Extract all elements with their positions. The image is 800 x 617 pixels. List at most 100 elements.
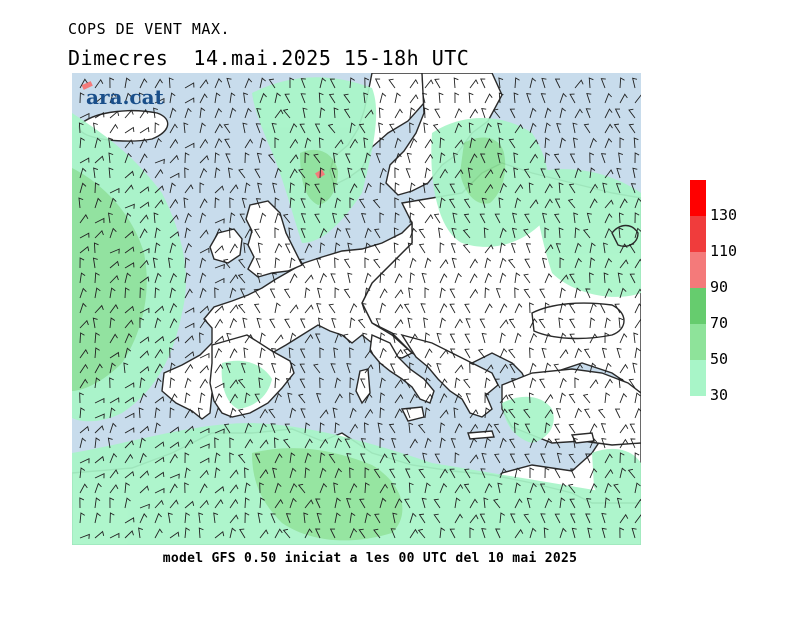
wind-barb <box>394 378 404 389</box>
wind-barb <box>554 168 561 179</box>
wind-barb <box>357 318 366 329</box>
wind-barb <box>154 335 165 344</box>
wind-barb <box>514 303 523 314</box>
wind-barb <box>274 137 280 149</box>
wind-barb <box>289 168 298 179</box>
wind-barb <box>544 244 554 254</box>
wind-barb <box>619 333 628 344</box>
wind-barb <box>94 473 105 479</box>
wind-barb <box>418 228 426 239</box>
wind-barb <box>604 213 613 224</box>
wind-barb <box>583 123 591 134</box>
wind-barb <box>364 512 371 524</box>
wind-barb <box>124 126 135 134</box>
wind-barb <box>589 302 597 314</box>
wind-barb <box>408 287 414 299</box>
wind-barb <box>184 288 193 299</box>
wind-barb <box>259 529 269 539</box>
wind-barb <box>514 482 521 494</box>
wind-barb <box>582 228 591 239</box>
wind-barb <box>109 227 117 239</box>
wind-barb <box>139 153 148 164</box>
wind-barb <box>319 409 329 419</box>
wind-barb <box>268 408 276 419</box>
wind-barb <box>498 92 504 104</box>
logo-text: ara.cat <box>86 85 165 109</box>
wind-barb <box>199 272 207 284</box>
wind-barb <box>244 182 251 194</box>
wind-barb <box>284 93 291 104</box>
wind-barb <box>92 257 98 269</box>
wind-barb <box>107 437 113 449</box>
wind-barb <box>304 438 313 449</box>
wind-barb <box>289 122 298 134</box>
wind-barb <box>569 468 576 479</box>
wind-barb <box>439 393 448 404</box>
wind-barb <box>463 378 471 389</box>
wind-barb <box>418 243 426 254</box>
wind-barb <box>139 259 149 269</box>
wind-barb <box>343 258 351 269</box>
wind-barb <box>347 272 353 284</box>
wind-barb <box>238 258 246 269</box>
wind-barb <box>568 393 576 404</box>
wind-barb <box>424 213 434 224</box>
wind-barb <box>214 228 223 239</box>
wind-barb <box>449 333 456 344</box>
wind-barb <box>184 322 195 329</box>
wind-barb <box>629 423 636 434</box>
wind-barb <box>484 407 491 419</box>
wind-barb <box>364 272 372 284</box>
wind-barb <box>499 363 509 374</box>
wind-barb <box>315 498 321 509</box>
wind-barb <box>316 393 322 404</box>
wind-barb <box>554 513 561 524</box>
wind-barb <box>223 123 231 134</box>
wind-barb <box>284 243 291 254</box>
wind-barb <box>184 242 192 254</box>
wind-barb <box>493 423 501 434</box>
wind-barb <box>244 228 253 239</box>
wind-barb <box>559 287 566 299</box>
wind-barb <box>454 318 463 329</box>
wind-barb <box>199 483 208 494</box>
wind-barb <box>274 498 284 509</box>
wind-barb <box>139 317 145 329</box>
wind-barb <box>154 363 163 374</box>
wind-barb <box>199 457 210 464</box>
wind-barb <box>600 153 607 164</box>
wind-barb <box>469 498 478 509</box>
wind-barb <box>589 198 598 209</box>
wind-barb <box>138 92 144 104</box>
wind-barb <box>169 107 177 119</box>
wind-barb <box>614 303 621 314</box>
wind-barb <box>604 468 614 479</box>
wind-barb <box>379 497 387 509</box>
wind-barb <box>469 437 478 449</box>
wind-barb <box>199 93 208 104</box>
wind-barb <box>634 94 641 104</box>
wind-barb <box>349 317 356 329</box>
wind-barb <box>214 393 223 404</box>
wind-barb <box>514 123 524 134</box>
wind-barb <box>633 332 639 344</box>
wind-barb <box>484 364 494 374</box>
wind-barb <box>259 92 267 104</box>
wind-barb <box>94 347 100 359</box>
wind-barb <box>124 497 131 509</box>
wind-barb <box>199 364 209 374</box>
wind-barb <box>139 485 150 494</box>
wind-barb <box>94 112 105 119</box>
wind-barb <box>525 243 531 254</box>
wind-barb <box>589 362 597 374</box>
wind-barb <box>319 438 329 449</box>
wind-barb <box>319 272 327 284</box>
wind-barb <box>214 530 225 539</box>
wind-barb <box>94 197 102 209</box>
wind-barb <box>124 92 132 104</box>
wind-barb <box>439 197 446 209</box>
wind-barb <box>94 272 100 284</box>
wind-barb <box>394 92 401 104</box>
wind-barb <box>619 363 629 374</box>
wind-barb <box>346 498 352 509</box>
